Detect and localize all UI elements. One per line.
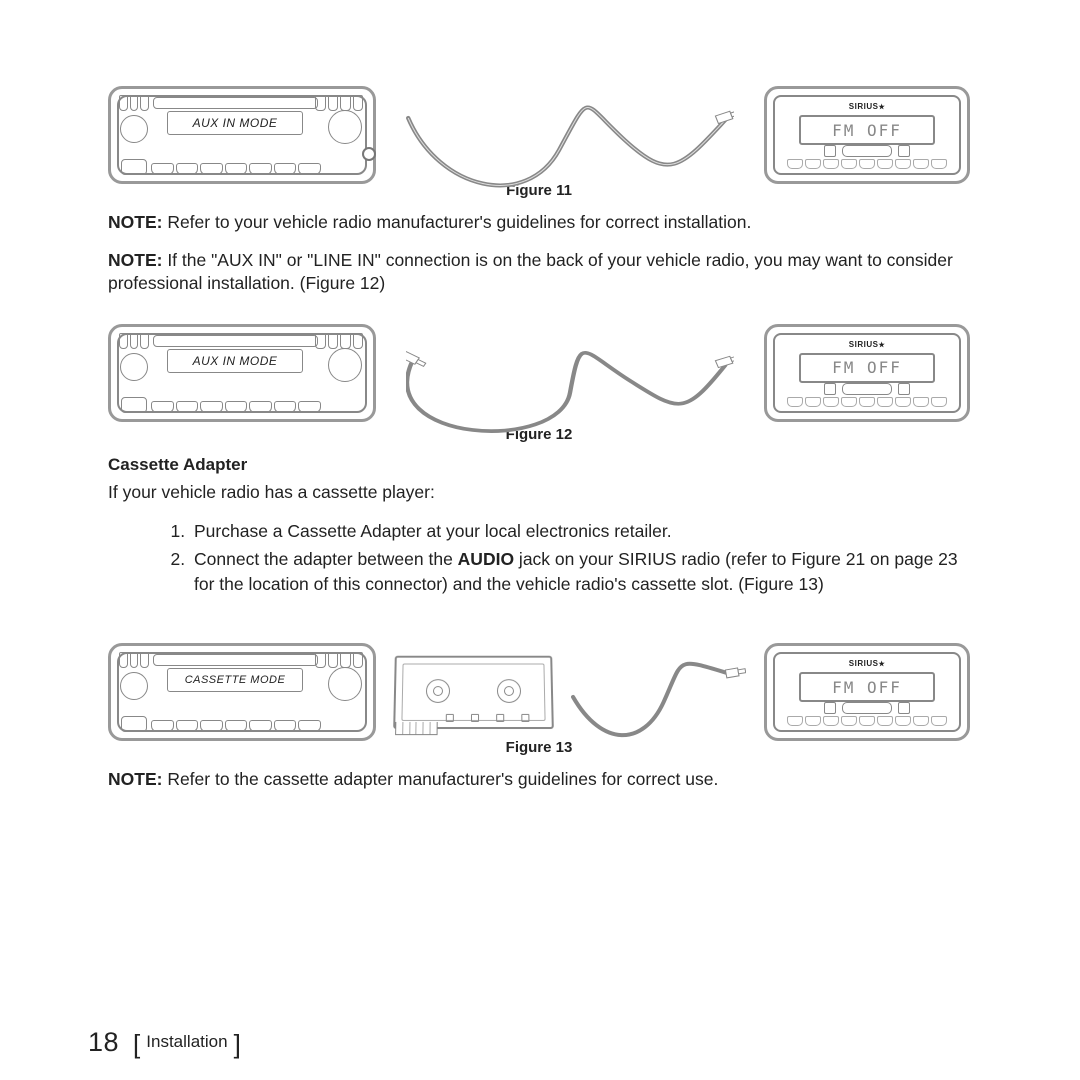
- note-1: NOTE: Refer to your vehicle radio manufa…: [108, 211, 970, 235]
- car-radio-lcd: AUX IN MODE: [167, 349, 303, 373]
- note-label: NOTE:: [108, 250, 162, 270]
- aux-cable-fig11: [406, 80, 734, 190]
- figure-13-caption: Figure 13: [108, 739, 970, 756]
- sirius-brand: SIRIUS: [775, 659, 959, 668]
- sirius-screen: FM OFF: [799, 115, 935, 145]
- car-radio-fig12: AUX IN MODE: [108, 324, 376, 422]
- note-label: NOTE:: [108, 769, 162, 789]
- sirius-screen: FM OFF: [799, 353, 935, 383]
- figure-13: CASSETTE MODE SIRIUS FM OFF: [108, 637, 970, 747]
- sirius-radio-fig12: SIRIUS FM OFF: [764, 324, 970, 422]
- section-name: Installation: [146, 1032, 227, 1052]
- list-item: Purchase a Cassette Adapter at your loca…: [190, 519, 970, 544]
- car-radio-lcd: AUX IN MODE: [167, 111, 303, 135]
- car-radio-lcd: CASSETTE MODE: [167, 668, 303, 692]
- cassette-intro: If your vehicle radio has a cassette pla…: [108, 481, 970, 505]
- page-number: 18: [88, 1027, 119, 1058]
- figure-11: AUX IN MODE SIRIUS FM OFF: [108, 80, 970, 190]
- cassette-cable: [571, 637, 746, 747]
- list-item: Connect the adapter between the AUDIO ja…: [190, 547, 970, 597]
- aux-cable-fig12: [406, 324, 734, 434]
- cassette-heading: Cassette Adapter: [108, 455, 970, 475]
- sirius-radio-fig13: SIRIUS FM OFF: [764, 643, 970, 741]
- sirius-screen: FM OFF: [799, 672, 935, 702]
- note-label: NOTE:: [108, 212, 162, 232]
- figure-12: AUX IN MODE SIRIUS FM OFF: [108, 324, 970, 434]
- sirius-radio-fig11: SIRIUS FM OFF: [764, 86, 970, 184]
- note-3: NOTE: Refer to the cassette adapter manu…: [108, 768, 970, 792]
- cassette-adapter: [393, 656, 554, 729]
- car-radio-fig13: CASSETTE MODE: [108, 643, 376, 741]
- section-bracket: Installation: [133, 1029, 241, 1055]
- car-radio-fig11: AUX IN MODE: [108, 86, 376, 184]
- cassette-steps: Purchase a Cassette Adapter at your loca…: [108, 519, 970, 598]
- note-2: NOTE: If the "AUX IN" or "LINE IN" conne…: [108, 249, 970, 296]
- page-footer: 18 Installation: [88, 1027, 241, 1058]
- sirius-brand: SIRIUS: [775, 102, 959, 111]
- sirius-brand: SIRIUS: [775, 340, 959, 349]
